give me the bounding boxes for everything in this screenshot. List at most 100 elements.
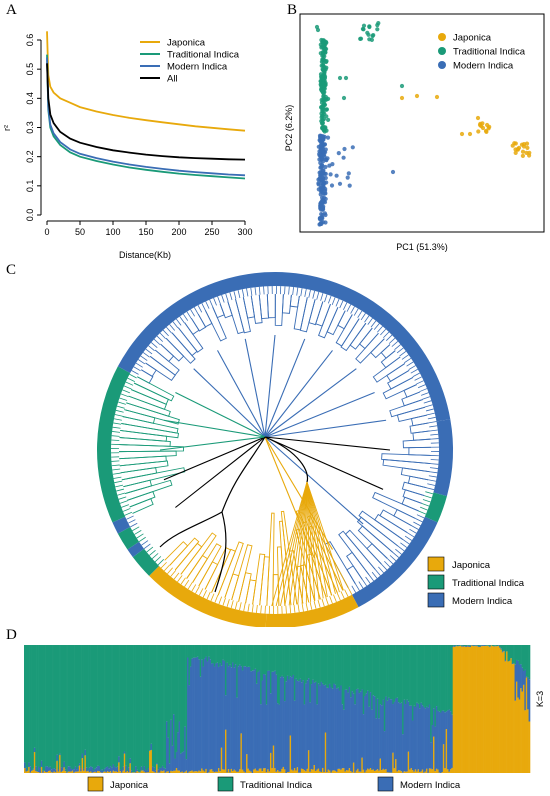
tree-leaf bbox=[383, 331, 390, 339]
admixture-bar-segment bbox=[108, 645, 111, 769]
admixture-bar-segment bbox=[416, 702, 418, 772]
tree-legend-label: Japonica bbox=[452, 560, 491, 571]
admixture-bar-segment bbox=[149, 750, 151, 751]
admixture-bar-segment bbox=[158, 645, 161, 768]
admixture-bar-segment bbox=[164, 768, 167, 773]
admixture-bar-segment bbox=[136, 645, 139, 770]
admixture-bar-segment bbox=[379, 704, 382, 759]
admixture-bar-segment bbox=[299, 645, 302, 679]
admixture-bar-segment bbox=[313, 682, 316, 765]
admixture-bar-segment bbox=[510, 658, 513, 773]
admixture-bar-segment bbox=[390, 699, 393, 773]
admixture-bar-segment bbox=[292, 645, 295, 675]
modern-clade-branch bbox=[358, 510, 404, 547]
admixture-bar-segment bbox=[310, 684, 313, 769]
tree-leaf bbox=[419, 388, 428, 392]
panel-label-b: B bbox=[287, 2, 298, 18]
admixture-bar-segment bbox=[61, 770, 64, 773]
admixture-bar-segment bbox=[284, 769, 286, 773]
modern-clade-branch bbox=[335, 314, 360, 347]
tree-leaf bbox=[177, 575, 183, 583]
tree-leaf bbox=[386, 558, 394, 565]
japonica-clade-branch bbox=[252, 553, 266, 606]
admixture-bar-segment bbox=[195, 645, 198, 658]
admixture-bar-segment bbox=[32, 645, 35, 769]
admixture-bar-segment bbox=[36, 645, 39, 772]
admixture-bar-segment bbox=[333, 645, 335, 684]
pca-point bbox=[315, 27, 321, 33]
admixture-bar-segment bbox=[158, 767, 161, 773]
admixture-bar-segment bbox=[281, 768, 283, 773]
traditional-clade-branch bbox=[121, 416, 179, 434]
tree-leaf bbox=[151, 553, 159, 559]
tree-leaf bbox=[111, 464, 120, 467]
admixture-bar-segment bbox=[497, 645, 500, 773]
ld-y-tick-label: 0.2 bbox=[25, 150, 35, 163]
pca-point bbox=[319, 212, 324, 217]
admixture-bar-segment bbox=[271, 645, 274, 672]
tree-leaf bbox=[343, 302, 348, 310]
tree-leaf bbox=[173, 572, 180, 580]
admixture-bar-segment bbox=[400, 645, 403, 703]
admixture-bar-segment bbox=[487, 646, 490, 773]
admixture-bar-segment bbox=[371, 645, 373, 710]
admixture-bar-segment bbox=[347, 645, 349, 693]
modern-clade-branch bbox=[346, 565, 363, 584]
pca-point bbox=[487, 124, 492, 129]
modern-clade-branch bbox=[326, 307, 346, 336]
admixture-bar-segment bbox=[517, 645, 520, 661]
admixture-bar-segment bbox=[492, 646, 494, 773]
admixture-bar-segment bbox=[282, 677, 285, 767]
japonica-clade-branch bbox=[295, 528, 321, 601]
ld-y-tick-label: 0.5 bbox=[25, 63, 35, 76]
admixture-bar-segment bbox=[402, 734, 404, 773]
admixture-bar-segment bbox=[122, 645, 125, 767]
admixture-bar-segment bbox=[188, 685, 191, 772]
admixture-bar-segment bbox=[140, 766, 143, 771]
tree-leaf bbox=[229, 292, 233, 301]
admixture-bar-segment bbox=[403, 699, 406, 772]
admixture-bar-segment bbox=[312, 679, 314, 770]
admixture-bar-segment bbox=[320, 772, 323, 773]
admixture-bar-segment bbox=[479, 645, 482, 648]
admixture-bar-segment bbox=[64, 769, 67, 772]
pca-point bbox=[524, 150, 529, 155]
pca-point bbox=[319, 140, 324, 145]
admixture-bar-segment bbox=[208, 656, 210, 773]
admixture-bar-segment bbox=[70, 771, 73, 773]
admixture-bar-segment bbox=[123, 645, 126, 752]
pca-point bbox=[319, 207, 324, 212]
admixture-bar-segment bbox=[189, 645, 192, 667]
admixture-bar-segment bbox=[188, 771, 191, 773]
admixture-bar-segment bbox=[296, 645, 299, 681]
admixture-bar-segment bbox=[524, 645, 527, 670]
admixture-bar-segment bbox=[126, 771, 129, 773]
admixture-bar-segment bbox=[146, 772, 148, 773]
admixture-bar-segment bbox=[56, 645, 59, 755]
tree-leaf bbox=[157, 559, 165, 566]
tree-leaf bbox=[350, 306, 355, 314]
tree-internal-branch bbox=[163, 436, 266, 481]
admixture-bar-segment bbox=[73, 769, 75, 773]
admixture-bar-segment bbox=[382, 768, 385, 773]
admixture-bar-segment bbox=[165, 771, 168, 773]
japonica-clade-branch bbox=[280, 481, 308, 606]
tree-leaf bbox=[112, 468, 121, 471]
admixture-bar-segment bbox=[338, 768, 341, 773]
tree-leaf bbox=[119, 500, 128, 504]
admixture-bar-segment bbox=[216, 662, 219, 772]
admixture-bar-segment bbox=[175, 751, 178, 769]
admixture-bar-segment bbox=[306, 768, 309, 773]
admixture-bar-segment bbox=[188, 645, 191, 686]
tree-ring-segment-traditional bbox=[424, 492, 447, 523]
admixture-bar-segment bbox=[105, 645, 108, 768]
tree-leaf bbox=[247, 603, 250, 612]
tree-ring-segment-modern bbox=[117, 272, 451, 422]
tree-leaf bbox=[138, 536, 146, 543]
admixture-bar-segment bbox=[381, 770, 383, 773]
tree-leaf bbox=[237, 290, 241, 299]
admixture-bar-segment bbox=[130, 645, 133, 771]
tree-leaf bbox=[406, 361, 414, 367]
admixture-bar-segment bbox=[302, 680, 305, 769]
admixture-bar-segment bbox=[528, 645, 531, 680]
